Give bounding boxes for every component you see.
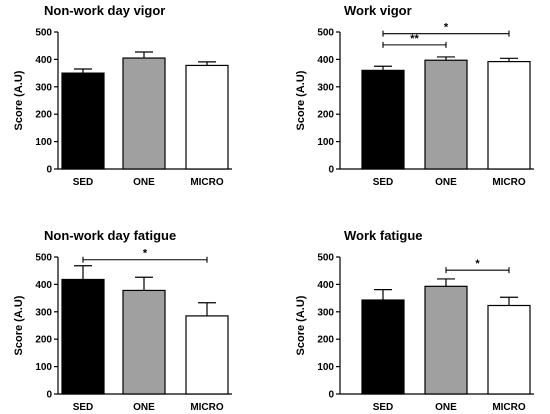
bar-micro xyxy=(487,304,531,395)
y-tick-label: 200 xyxy=(317,110,334,121)
y-tick-label: 100 xyxy=(317,137,334,148)
bar-sed xyxy=(61,72,105,170)
chart-title: Work fatigue xyxy=(344,228,423,243)
category-label: SED xyxy=(73,177,94,188)
y-tick-label: 0 xyxy=(328,165,334,176)
y-tick-label: 300 xyxy=(317,307,334,318)
y-tick-label: 100 xyxy=(317,362,334,373)
y-tick-label: 100 xyxy=(35,362,52,373)
y-axis-label: Score (A.U) xyxy=(295,70,307,130)
y-tick-label: 300 xyxy=(35,82,52,93)
chart-panel-2: Work vigor Score (A.U) 0 100 200 300 400 500 SED… xyxy=(295,3,534,188)
significance-label: * xyxy=(143,248,148,260)
category-label: ONE xyxy=(435,177,457,188)
category-label: SED xyxy=(73,402,94,413)
significance-label: * xyxy=(475,258,480,270)
category-label: SED xyxy=(373,177,394,188)
bar-micro xyxy=(185,64,229,170)
bar-sed xyxy=(361,69,405,170)
bar-sed xyxy=(361,299,405,395)
category-label: MICRO xyxy=(492,402,526,413)
y-tick-label: 500 xyxy=(317,28,334,39)
y-tick-label: 500 xyxy=(35,28,52,39)
category-label: MICRO xyxy=(190,402,224,413)
bar-sed xyxy=(61,278,105,395)
bar-one xyxy=(424,285,468,395)
significance-label: ** xyxy=(410,33,419,45)
bar-micro xyxy=(487,60,531,170)
category-label: SED xyxy=(373,402,394,413)
y-tick-label: 400 xyxy=(317,280,334,291)
y-tick-label: 200 xyxy=(35,110,52,121)
chart-title: Work vigor xyxy=(344,3,412,18)
y-axis-label: Score (A.U) xyxy=(295,295,307,355)
y-tick-label: 300 xyxy=(35,307,52,318)
y-tick-label: 500 xyxy=(35,253,52,264)
y-axis-label: Score (A.U) xyxy=(13,70,25,130)
y-axis-label: Score (A.U) xyxy=(13,295,25,355)
y-tick-label: 400 xyxy=(35,55,52,66)
chart-title: Non-work day fatigue xyxy=(44,228,176,243)
category-label: ONE xyxy=(435,402,457,413)
y-tick-label: 100 xyxy=(35,137,52,148)
bar-micro xyxy=(185,315,229,395)
y-tick-label: 400 xyxy=(317,55,334,66)
bar-one xyxy=(122,289,166,395)
y-tick-label: 500 xyxy=(317,253,334,264)
y-tick-label: 0 xyxy=(46,165,52,176)
y-tick-label: 0 xyxy=(328,390,334,401)
category-label: ONE xyxy=(133,177,155,188)
significance-label: * xyxy=(444,22,449,34)
bar-one xyxy=(424,59,468,170)
y-tick-label: 200 xyxy=(35,335,52,346)
y-tick-label: 0 xyxy=(46,390,52,401)
category-label: ONE xyxy=(133,402,155,413)
chart-title: Non-work day vigor xyxy=(44,3,165,18)
chart-panel-4: Work fatigue Score (A.U) 0 100 200 300 400 500 S… xyxy=(295,228,534,413)
y-tick-label: 400 xyxy=(35,280,52,291)
y-tick-label: 200 xyxy=(317,335,334,346)
chart-panel-3: Non-work day fatigue Score (A.U) 0 100 200 30… xyxy=(13,228,232,413)
y-tick-label: 300 xyxy=(317,82,334,93)
chart-panel-1: Non-work day vigor Score (A.U) 0 100 200 300 4… xyxy=(13,3,232,188)
category-label: MICRO xyxy=(492,177,526,188)
category-label: MICRO xyxy=(190,177,224,188)
bar-one xyxy=(122,57,166,170)
